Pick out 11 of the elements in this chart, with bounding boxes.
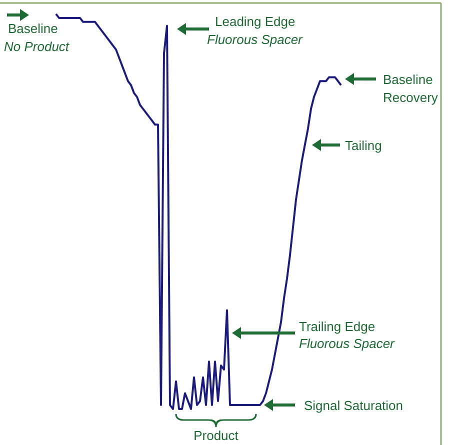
text: Product — [194, 428, 239, 443]
text: Baseline — [383, 72, 433, 87]
text: Tailing — [345, 138, 382, 153]
text: Recovery — [383, 90, 438, 105]
annotation: No Product — [4, 39, 70, 54]
annotation: Fluorous Spacer — [299, 336, 396, 351]
annotation: Fluorous Spacer — [207, 32, 304, 47]
annotation: Baseline — [8, 21, 58, 36]
annotation: Trailing Edge — [299, 319, 376, 334]
annotation: Leading Edge — [215, 14, 296, 29]
annotation: Signal Saturation — [304, 398, 404, 413]
